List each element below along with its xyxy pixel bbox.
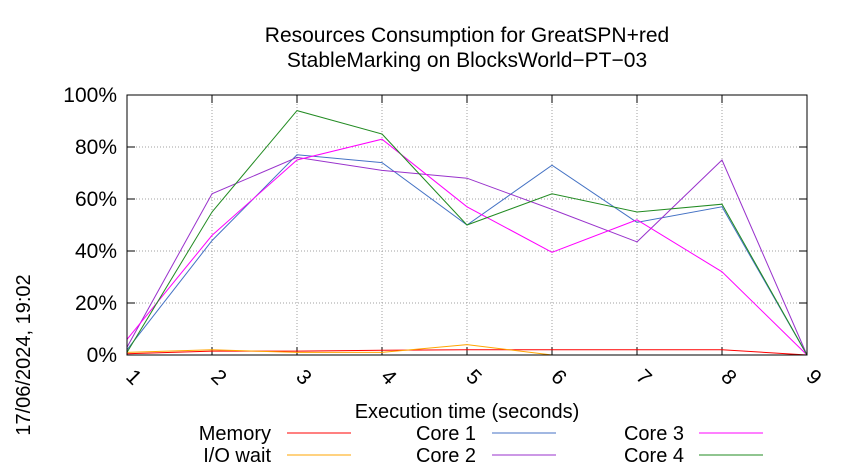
series-line-core-3 — [126, 138, 808, 356]
legend-label-memory: Memory — [199, 423, 271, 445]
series-line-core-4 — [126, 110, 808, 356]
x-tick-label: 5 — [461, 365, 486, 390]
x-tick-label: 4 — [376, 365, 401, 390]
series-line-core-2 — [126, 156, 808, 356]
x-tick-label: 7 — [631, 365, 656, 390]
x-tick-label: 1 — [121, 365, 146, 390]
x-tick-label: 3 — [291, 365, 316, 390]
plot-border — [126, 94, 808, 356]
x-tick-label: 8 — [716, 365, 741, 390]
chart-title-line-1: Resources Consumption for GreatSPN+red — [265, 24, 669, 47]
y-tick-label: 60% — [75, 188, 117, 211]
y-axis-ticks: 0% 20% 40% 60% 80% 100% — [63, 84, 807, 367]
x-axis-label: Execution time (seconds) — [355, 401, 580, 423]
y-tick-label: 100% — [63, 84, 117, 107]
chart-title-line-2: StableMarking on BlocksWorld−PT−03 — [287, 49, 647, 72]
y-tick-label: 20% — [75, 292, 117, 315]
legend-label-core-4: Core 4 — [624, 445, 684, 467]
legend-label-core-2: Core 2 — [416, 445, 476, 467]
legend-label-i-o-wait: I/O wait — [203, 445, 271, 467]
x-tick-label: 2 — [206, 365, 231, 390]
y-tick-label: 40% — [75, 240, 117, 263]
timestamp-label: 17/06/2024, 19:02 — [13, 274, 35, 435]
x-tick-label: 6 — [546, 365, 571, 390]
y-tick-label: 0% — [87, 344, 117, 367]
grid-lines — [127, 95, 807, 355]
x-tick-label: 9 — [801, 365, 826, 390]
legend-label-core-3: Core 3 — [624, 423, 684, 445]
y-tick-label: 80% — [75, 136, 117, 159]
legend-label-core-1: Core 1 — [416, 423, 476, 445]
